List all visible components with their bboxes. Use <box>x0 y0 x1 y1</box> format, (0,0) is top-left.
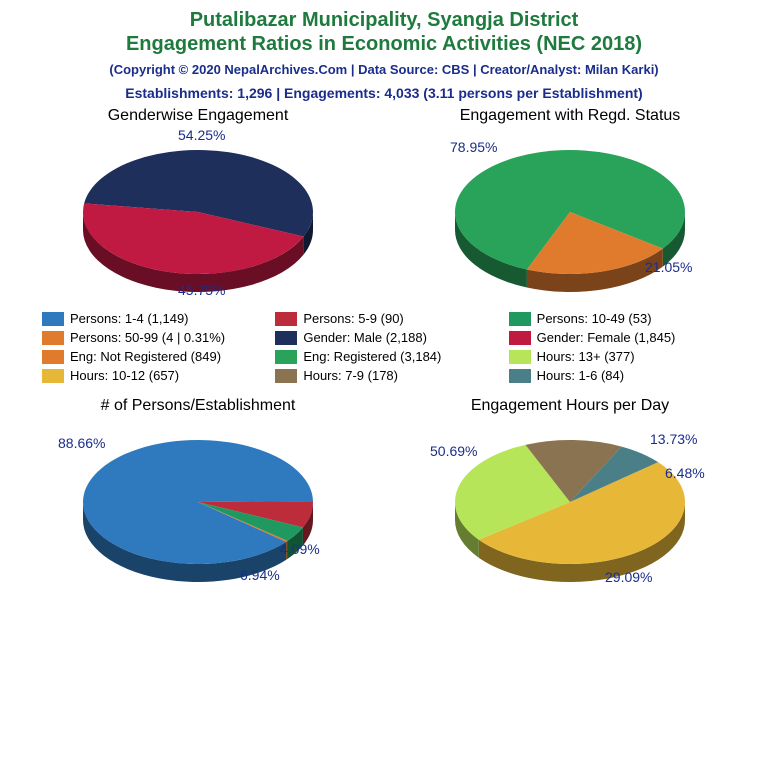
legend-label: Eng: Not Registered (849) <box>70 349 221 364</box>
legend-swatch <box>509 350 531 364</box>
legend-label: Hours: 10-12 (657) <box>70 368 179 383</box>
legend-item: Hours: 10-12 (657) <box>42 368 259 383</box>
pct-label: 29.09% <box>605 569 652 585</box>
pct-label: 78.95% <box>450 139 497 155</box>
pct-label: 88.66% <box>58 435 105 451</box>
legend-item: Persons: 10-49 (53) <box>509 311 726 326</box>
pie-persons: 88.66% 6.94%4.09% <box>58 417 338 587</box>
legend-label: Persons: 50-99 (4 | 0.31%) <box>70 330 225 345</box>
chart-grid: Genderwise Engagement 54.25% 45.75% Engag… <box>12 107 756 587</box>
chart-gender: Genderwise Engagement 54.25% 45.75% <box>12 107 384 297</box>
pct-label: 45.75% <box>178 282 225 298</box>
legend-item: Gender: Female (1,845) <box>509 330 726 345</box>
legend-swatch <box>42 331 64 345</box>
legend-swatch <box>42 369 64 383</box>
chart-hours-title: Engagement Hours per Day <box>471 397 669 415</box>
legend-label: Hours: 1-6 (84) <box>537 368 624 383</box>
legend-label: Persons: 5-9 (90) <box>303 311 403 326</box>
legend-item: Hours: 7-9 (178) <box>275 368 492 383</box>
pct-label: 21.05% <box>645 259 692 275</box>
legend-swatch <box>509 312 531 326</box>
legend-label: Eng: Registered (3,184) <box>303 349 441 364</box>
legend-item: Persons: 50-99 (4 | 0.31%) <box>42 330 259 345</box>
legend-swatch <box>42 312 64 326</box>
legend-swatch <box>509 369 531 383</box>
legend-item: Hours: 13+ (377) <box>509 349 726 364</box>
chart-hours: Engagement Hours per Day 50.69% 29.09% 13.… <box>384 397 756 587</box>
legend-label: Gender: Female (1,845) <box>537 330 676 345</box>
pct-label: 13.73% <box>650 431 697 447</box>
legend-label: Persons: 1-4 (1,149) <box>70 311 189 326</box>
legend-item: Persons: 5-9 (90) <box>275 311 492 326</box>
legend-swatch <box>509 331 531 345</box>
legend-swatch <box>275 331 297 345</box>
legend-swatch <box>275 312 297 326</box>
title-line1: Putalibazar Municipality, Syangja Distri… <box>12 8 756 32</box>
legend-swatch <box>42 350 64 364</box>
chart-regd-title: Engagement with Regd. Status <box>460 107 681 125</box>
pie-gender: 54.25% 45.75% <box>58 127 338 297</box>
pct-label: 54.25% <box>178 127 225 143</box>
copyright-line: (Copyright © 2020 NepalArchives.Com | Da… <box>12 62 756 77</box>
legend-item: Eng: Not Registered (849) <box>42 349 259 364</box>
pct-label: 4.09% <box>280 541 320 557</box>
pct-label: 6.48% <box>665 465 705 481</box>
pie-regd: 78.95% 21.05% <box>430 127 710 297</box>
legend-label: Persons: 10-49 (53) <box>537 311 652 326</box>
legend-label: Hours: 7-9 (178) <box>303 368 398 383</box>
legend-item: Hours: 1-6 (84) <box>509 368 726 383</box>
infographic-root: Putalibazar Municipality, Syangja Distri… <box>0 0 768 768</box>
chart-persons: # of Persons/Establishment 88.66% 6.94%4.… <box>12 397 384 587</box>
title-line2: Engagement Ratios in Economic Activities… <box>12 32 756 56</box>
pie-hours: 50.69% 29.09% 13.73% 6.48% <box>430 417 710 587</box>
legend-swatch <box>275 369 297 383</box>
legend-block: Persons: 1-4 (1,149) Persons: 5-9 (90) Per… <box>12 297 756 397</box>
stats-line: Establishments: 1,296 | Engagements: 4,0… <box>12 85 756 101</box>
pct-label: 50.69% <box>430 443 477 459</box>
legend-item: Eng: Registered (3,184) <box>275 349 492 364</box>
chart-gender-title: Genderwise Engagement <box>108 107 289 125</box>
chart-persons-title: # of Persons/Establishment <box>101 397 296 415</box>
chart-regd: Engagement with Regd. Status 78.95% 21.05… <box>384 107 756 297</box>
legend-label: Gender: Male (2,188) <box>303 330 427 345</box>
legend-label: Hours: 13+ (377) <box>537 349 635 364</box>
legend-item: Persons: 1-4 (1,149) <box>42 311 259 326</box>
legend-swatch <box>275 350 297 364</box>
legend-item: Gender: Male (2,188) <box>275 330 492 345</box>
pct-label: 6.94% <box>240 567 280 583</box>
pie-svg <box>58 127 338 297</box>
